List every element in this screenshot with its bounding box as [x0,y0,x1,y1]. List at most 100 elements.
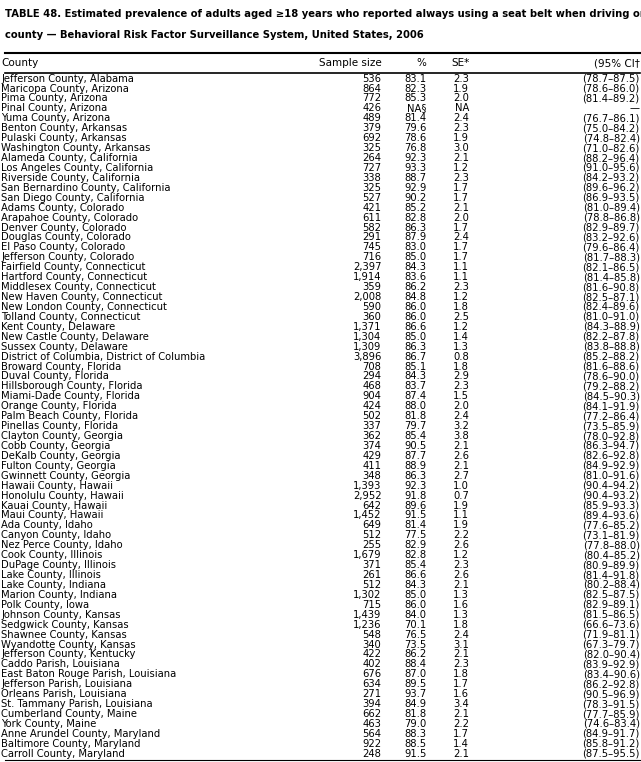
Text: 1.9: 1.9 [453,84,469,94]
Text: (73.5–85.9): (73.5–85.9) [583,421,640,431]
Text: 3.0: 3.0 [453,143,469,153]
Text: 82.8: 82.8 [404,550,426,560]
Text: Jefferson County, Kentucky: Jefferson County, Kentucky [1,649,136,659]
Text: %: % [417,58,426,69]
Text: 402: 402 [363,659,381,669]
Text: 348: 348 [363,471,381,481]
Text: 1.7: 1.7 [453,242,469,252]
Text: Hartford County, Connecticut: Hartford County, Connecticut [1,272,147,282]
Text: 1.9: 1.9 [453,501,469,511]
Text: Jefferson County, Colorado: Jefferson County, Colorado [1,252,135,262]
Text: 338: 338 [363,173,381,183]
Text: (85.8–91.2): (85.8–91.2) [583,739,640,749]
Text: NA§: NA§ [407,104,426,114]
Text: (82.6–92.8): (82.6–92.8) [583,451,640,461]
Text: Sussex County, Delaware: Sussex County, Delaware [1,341,128,352]
Text: 692: 692 [362,133,381,143]
Text: 2.3: 2.3 [453,382,469,392]
Text: (81.4–89.2): (81.4–89.2) [583,94,640,104]
Text: (82.0–90.4): (82.0–90.4) [583,649,640,659]
Text: 81.8: 81.8 [404,411,426,421]
Text: 1.0: 1.0 [453,481,469,491]
Text: 2.1: 2.1 [453,153,469,163]
Text: (83.4–90.6): (83.4–90.6) [583,669,640,679]
Text: 582: 582 [362,223,381,232]
Text: 548: 548 [363,629,381,639]
Text: (86.3–94.7): (86.3–94.7) [583,441,640,451]
Text: 2.1: 2.1 [453,749,469,759]
Text: 426: 426 [362,104,381,114]
Text: Johnson County, Kansas: Johnson County, Kansas [1,610,121,620]
Text: 92.9: 92.9 [404,183,426,193]
Text: 76.5: 76.5 [404,629,426,639]
Text: 86.0: 86.0 [404,600,426,610]
Text: 1,309: 1,309 [353,341,381,352]
Text: 1.7: 1.7 [453,183,469,193]
Text: 2.4: 2.4 [453,629,469,639]
Text: 502: 502 [362,411,381,421]
Text: 1.7: 1.7 [453,252,469,262]
Text: 0.7: 0.7 [453,491,469,501]
Text: (74.6–83.4): (74.6–83.4) [583,719,640,729]
Text: 2.9: 2.9 [453,371,469,382]
Text: 83.7: 83.7 [404,382,426,392]
Text: Kent County, Delaware: Kent County, Delaware [1,322,115,331]
Text: Gwinnett County, Georgia: Gwinnett County, Georgia [1,471,131,481]
Text: San Diego County, California: San Diego County, California [1,193,145,203]
Text: 88.5: 88.5 [404,739,426,749]
Text: 1.7: 1.7 [453,729,469,739]
Text: 264: 264 [362,153,381,163]
Text: 1.1: 1.1 [453,272,469,282]
Text: 85.0: 85.0 [404,590,426,600]
Text: 3.1: 3.1 [453,639,469,649]
Text: 83.0: 83.0 [404,242,426,252]
Text: 86.6: 86.6 [404,322,426,331]
Text: (89.6–96.2): (89.6–96.2) [582,183,640,193]
Text: (85.2–88.2): (85.2–88.2) [583,351,640,362]
Text: 2.3: 2.3 [453,659,469,669]
Text: 371: 371 [362,560,381,570]
Text: 88.9: 88.9 [404,461,426,471]
Text: 676: 676 [362,669,381,679]
Text: 86.2: 86.2 [404,649,426,659]
Text: 91.5: 91.5 [404,749,426,759]
Text: 85.1: 85.1 [404,361,426,372]
Text: 85.0: 85.0 [404,252,426,262]
Text: Los Angeles County, California: Los Angeles County, California [1,163,154,173]
Text: (78.7–87.5): (78.7–87.5) [583,74,640,84]
Text: 2.0: 2.0 [453,402,469,411]
Text: Caddo Parish, Louisiana: Caddo Parish, Louisiana [1,659,120,669]
Text: (82.9–89.7): (82.9–89.7) [583,223,640,232]
Text: 79.0: 79.0 [404,719,426,729]
Text: NA: NA [455,104,469,114]
Text: 2.5: 2.5 [453,312,469,322]
Text: 590: 590 [362,302,381,312]
Text: (78.8–86.8): (78.8–86.8) [583,213,640,223]
Text: Fulton County, Georgia: Fulton County, Georgia [1,461,116,471]
Text: Lake County, Indiana: Lake County, Indiana [1,580,106,590]
Text: 337: 337 [363,421,381,431]
Text: 255: 255 [362,540,381,550]
Text: Jefferson Parish, Louisiana: Jefferson Parish, Louisiana [1,679,133,689]
Text: 2.3: 2.3 [453,282,469,292]
Text: 84.3: 84.3 [404,580,426,590]
Text: 662: 662 [362,709,381,719]
Text: Cobb County, Georgia: Cobb County, Georgia [1,441,111,451]
Text: Broward County, Florida: Broward County, Florida [1,361,122,372]
Text: 1.7: 1.7 [453,223,469,232]
Text: 1.4: 1.4 [453,331,469,341]
Text: 1.4: 1.4 [453,739,469,749]
Text: 86.3: 86.3 [404,223,426,232]
Text: Ada County, Idaho: Ada County, Idaho [1,520,93,530]
Text: 2.3: 2.3 [453,74,469,84]
Text: 91.8: 91.8 [404,491,426,501]
Text: 340: 340 [363,639,381,649]
Text: (81.7–88.3): (81.7–88.3) [583,252,640,262]
Text: 1.8: 1.8 [453,669,469,679]
Text: DuPage County, Illinois: DuPage County, Illinois [1,560,116,570]
Text: (78.6–86.0): (78.6–86.0) [583,84,640,94]
Text: 1.2: 1.2 [453,292,469,302]
Text: New London County, Connecticut: New London County, Connecticut [1,302,167,312]
Text: Baltimore County, Maryland: Baltimore County, Maryland [1,739,141,749]
Text: 86.3: 86.3 [404,471,426,481]
